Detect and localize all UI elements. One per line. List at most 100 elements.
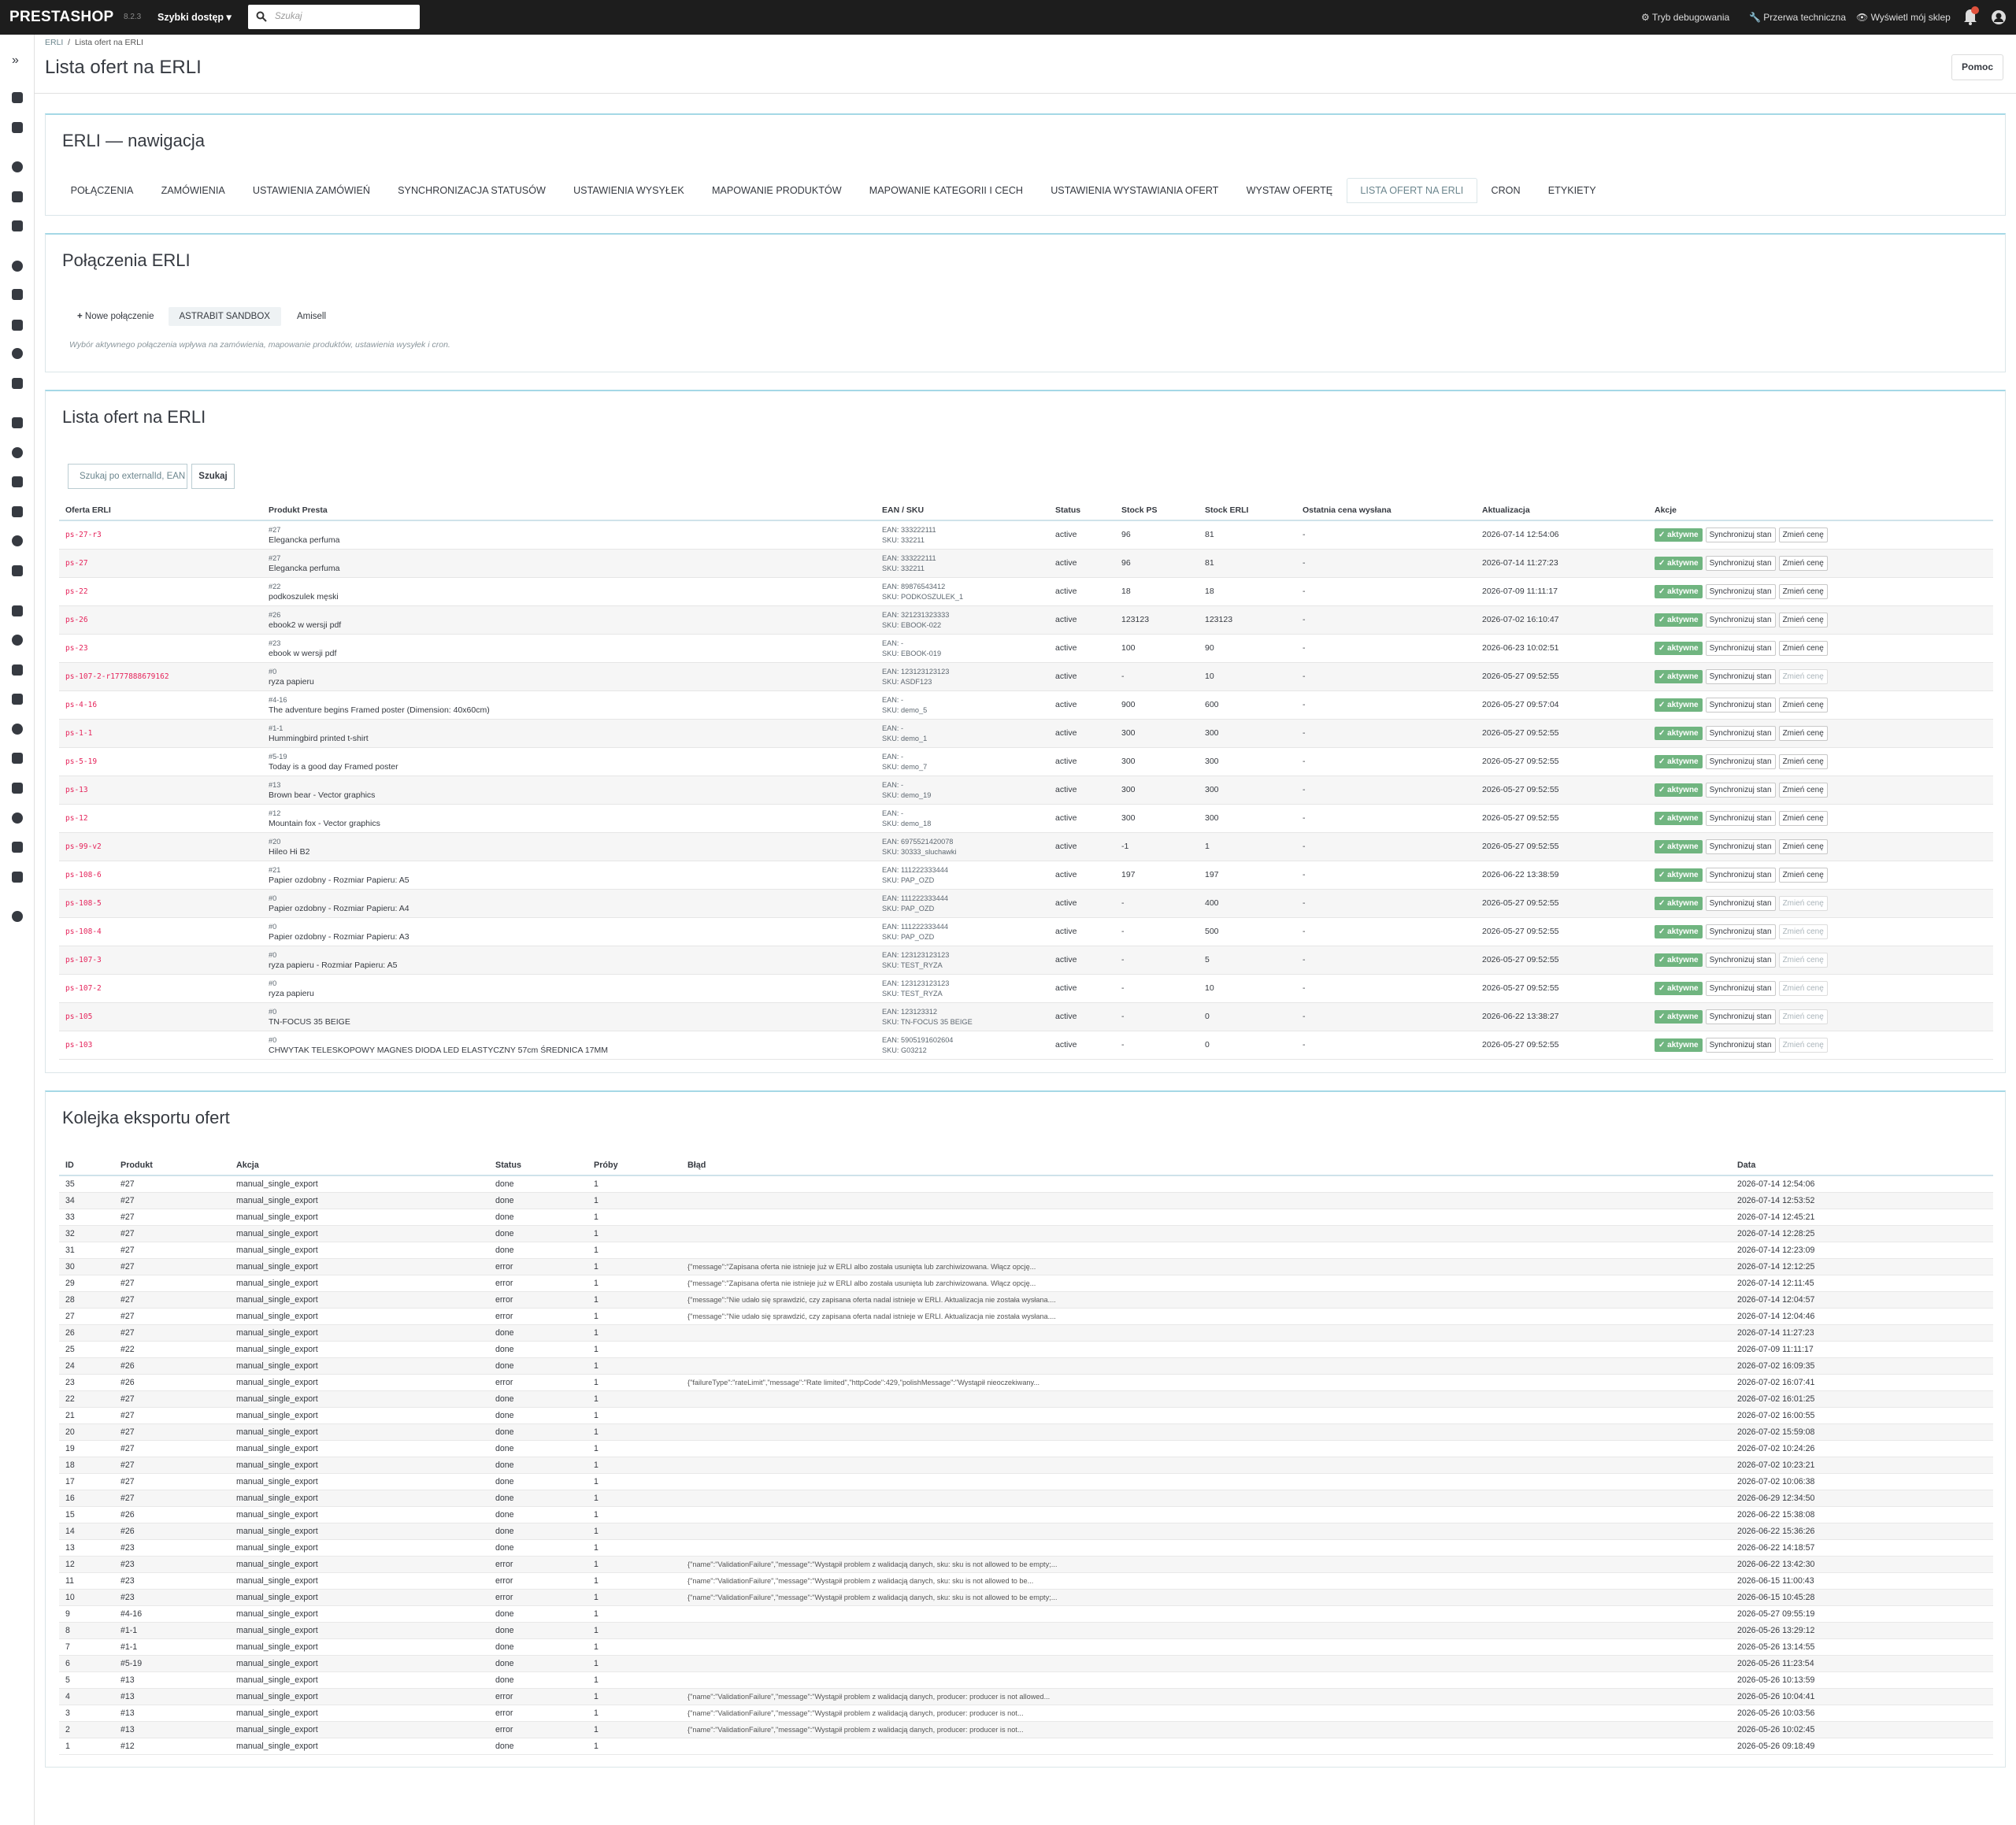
sync-stock-button[interactable]: Synchronizuj stan: [1705, 839, 1776, 854]
change-price-button[interactable]: Zmień cenę: [1778, 698, 1828, 713]
sync-stock-button[interactable]: Synchronizuj stan: [1705, 811, 1776, 826]
offer-id[interactable]: ps-108-5: [65, 899, 102, 908]
debug-mode-link[interactable]: ⚙ Tryb debugowania: [1641, 12, 1730, 23]
help-button[interactable]: Pomoc: [1951, 54, 2003, 80]
sidebar-icon[interactable]: [12, 320, 23, 331]
sidebar-icon[interactable]: [12, 122, 23, 133]
sync-stock-button[interactable]: Synchronizuj stan: [1705, 924, 1776, 939]
sidebar-icon[interactable]: [12, 813, 23, 824]
sync-stock-button[interactable]: Synchronizuj stan: [1705, 698, 1776, 713]
quick-access[interactable]: Szybki dostęp ▾: [158, 12, 232, 23]
sidebar-icon[interactable]: [12, 694, 23, 705]
sidebar-icon[interactable]: [12, 842, 23, 853]
sync-stock-button[interactable]: Synchronizuj stan: [1705, 641, 1776, 656]
sync-stock-button[interactable]: Synchronizuj stan: [1705, 1009, 1776, 1024]
offer-id[interactable]: ps-108-6: [65, 871, 102, 879]
new-connection-button[interactable]: + Nowe połączenie: [77, 312, 154, 321]
offer-id[interactable]: ps-23: [65, 644, 88, 653]
offer-id[interactable]: ps-99-v2: [65, 842, 102, 851]
sync-stock-button[interactable]: Synchronizuj stan: [1705, 613, 1776, 627]
offer-id[interactable]: ps-12: [65, 814, 88, 823]
change-price-button[interactable]: Zmień cenę: [1778, 754, 1828, 769]
sync-stock-button[interactable]: Synchronizuj stan: [1705, 1038, 1776, 1053]
offer-id[interactable]: ps-5-19: [65, 757, 98, 766]
sync-stock-button[interactable]: Synchronizuj stan: [1705, 754, 1776, 769]
sidebar-icon[interactable]: [12, 261, 23, 272]
nav-tab[interactable]: SYNCHRONIZACJA STATUSÓW: [398, 185, 546, 196]
sync-stock-button[interactable]: Synchronizuj stan: [1705, 726, 1776, 741]
change-price-button[interactable]: Zmień cenę: [1778, 556, 1828, 571]
nav-tab[interactable]: ETYKIETY: [1547, 185, 1596, 196]
sidebar-icon[interactable]: [12, 724, 23, 735]
offer-id[interactable]: ps-108-4: [65, 927, 102, 936]
offer-id[interactable]: ps-107-2: [65, 984, 102, 993]
sidebar-icon[interactable]: [12, 664, 23, 676]
sync-stock-button[interactable]: Synchronizuj stan: [1705, 896, 1776, 911]
sync-stock-button[interactable]: Synchronizuj stan: [1705, 584, 1776, 599]
sidebar-icon[interactable]: [12, 191, 23, 202]
nav-tab[interactable]: LISTA OFERT NA ERLI: [1346, 178, 1477, 203]
sync-stock-button[interactable]: Synchronizuj stan: [1705, 783, 1776, 798]
sidebar-toggle[interactable]: »: [12, 54, 23, 67]
search-box[interactable]: Szukaj: [248, 5, 420, 29]
sidebar-icon[interactable]: [12, 753, 23, 764]
sidebar-icon[interactable]: [12, 783, 23, 794]
offer-id[interactable]: ps-22: [65, 587, 88, 596]
change-price-button[interactable]: Zmień cenę: [1778, 811, 1828, 826]
nav-tab[interactable]: WYSTAW OFERTĘ: [1246, 185, 1333, 196]
sync-stock-button[interactable]: Synchronizuj stan: [1705, 556, 1776, 571]
nav-tab[interactable]: USTAWIENIA WYSYŁEK: [573, 185, 684, 196]
sidebar-icon[interactable]: [12, 220, 23, 231]
sidebar-icon[interactable]: [12, 447, 23, 458]
logo[interactable]: PRESTASHOP: [9, 9, 114, 25]
sidebar-icon[interactable]: [12, 161, 23, 172]
connection-button[interactable]: ASTRABIT SANDBOX: [168, 307, 281, 326]
breadcrumb-link[interactable]: ERLI: [45, 38, 64, 47]
change-price-button[interactable]: Zmień cenę: [1778, 726, 1828, 741]
sync-stock-button[interactable]: Synchronizuj stan: [1705, 953, 1776, 968]
sync-stock-button[interactable]: Synchronizuj stan: [1705, 868, 1776, 883]
nav-tab[interactable]: CRON: [1491, 185, 1521, 196]
offer-id[interactable]: ps-107-2-r1777888679162: [65, 672, 169, 681]
sidebar-icon[interactable]: [12, 565, 23, 576]
profile-icon[interactable]: [1991, 9, 2007, 25]
nav-tab[interactable]: MAPOWANIE KATEGORII I CECH: [869, 185, 1024, 196]
notifications-icon[interactable]: [1962, 6, 1980, 27]
sync-stock-button[interactable]: Synchronizuj stan: [1705, 981, 1776, 996]
sidebar-icon[interactable]: [12, 872, 23, 883]
button-label[interactable]: Nowe połączenie: [84, 312, 154, 321]
sidebar-icon[interactable]: [12, 506, 23, 517]
sidebar-icon[interactable]: [12, 605, 23, 616]
offer-id[interactable]: ps-27: [65, 559, 88, 568]
offer-id[interactable]: ps-4-16: [65, 701, 98, 709]
sync-stock-button[interactable]: Synchronizuj stan: [1705, 669, 1776, 684]
change-price-button[interactable]: Zmień cenę: [1778, 613, 1828, 627]
link-text[interactable]: Wyświetl mój sklep: [1870, 12, 1951, 23]
link-text[interactable]: Tryb debugowania: [1651, 12, 1730, 23]
change-price-button[interactable]: Zmień cenę: [1778, 783, 1828, 798]
offer-id[interactable]: ps-13: [65, 786, 88, 794]
nav-tab[interactable]: USTAWIENIA WYSTAWIANIA OFERT: [1051, 185, 1219, 196]
offer-id[interactable]: ps-103: [65, 1041, 93, 1049]
offers-search-button[interactable]: Szukaj: [191, 464, 235, 489]
change-price-button[interactable]: Zmień cenę: [1778, 641, 1828, 656]
change-price-button[interactable]: Zmień cenę: [1778, 528, 1828, 542]
nav-tab[interactable]: ZAMÓWIENIA: [161, 185, 225, 196]
quick-access-label[interactable]: Szybki dostęp: [158, 12, 224, 23]
sidebar-icon[interactable]: [12, 92, 23, 103]
nav-tab[interactable]: POŁĄCZENIA: [70, 185, 134, 196]
offer-id[interactable]: ps-107-3: [65, 956, 102, 964]
change-price-button[interactable]: Zmień cenę: [1778, 584, 1828, 599]
offer-id[interactable]: ps-1-1: [65, 729, 93, 738]
sidebar-icon[interactable]: [12, 911, 23, 922]
sidebar-icon[interactable]: [12, 635, 23, 646]
sidebar-icon[interactable]: [12, 417, 23, 428]
sidebar-icon[interactable]: [12, 476, 23, 487]
nav-tab[interactable]: USTAWIENIA ZAMÓWIEŃ: [252, 185, 370, 196]
sidebar-icon[interactable]: [12, 378, 23, 389]
sidebar-icon[interactable]: [12, 535, 23, 546]
link-text[interactable]: Przerwa techniczna: [1763, 12, 1846, 23]
sidebar-icon[interactable]: [12, 289, 23, 300]
offer-id[interactable]: ps-26: [65, 616, 88, 624]
sync-stock-button[interactable]: Synchronizuj stan: [1705, 528, 1776, 542]
